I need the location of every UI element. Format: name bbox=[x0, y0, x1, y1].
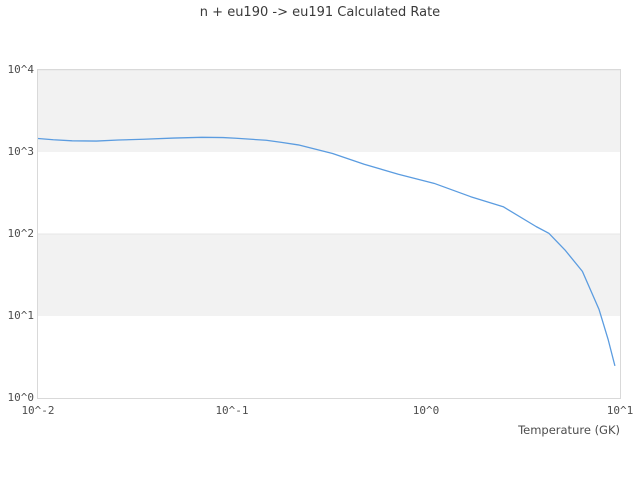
rate-curve bbox=[38, 136, 616, 367]
x-tick-label: 10^-1 bbox=[215, 404, 249, 417]
x-axis-title: Temperature (GK) bbox=[518, 423, 620, 437]
y-tick-label: 10^4 bbox=[7, 63, 35, 76]
y-tick-label: 10^2 bbox=[7, 227, 35, 240]
y-tick-label: 10^0 bbox=[7, 391, 35, 404]
y-tick-label: 10^3 bbox=[7, 145, 35, 158]
decade-band bbox=[38, 70, 620, 152]
rate-curve-canvas bbox=[38, 70, 620, 367]
decade-band bbox=[38, 234, 620, 316]
y-tick-label: 10^1 bbox=[7, 309, 35, 322]
plot-area bbox=[37, 69, 621, 399]
x-tick-label: 10^-2 bbox=[21, 404, 55, 417]
x-tick-label: 10^0 bbox=[412, 404, 440, 417]
x-tick-label: 10^1 bbox=[606, 404, 634, 417]
chart-title: n + eu190 -> eu191 Calculated Rate bbox=[199, 5, 441, 20]
